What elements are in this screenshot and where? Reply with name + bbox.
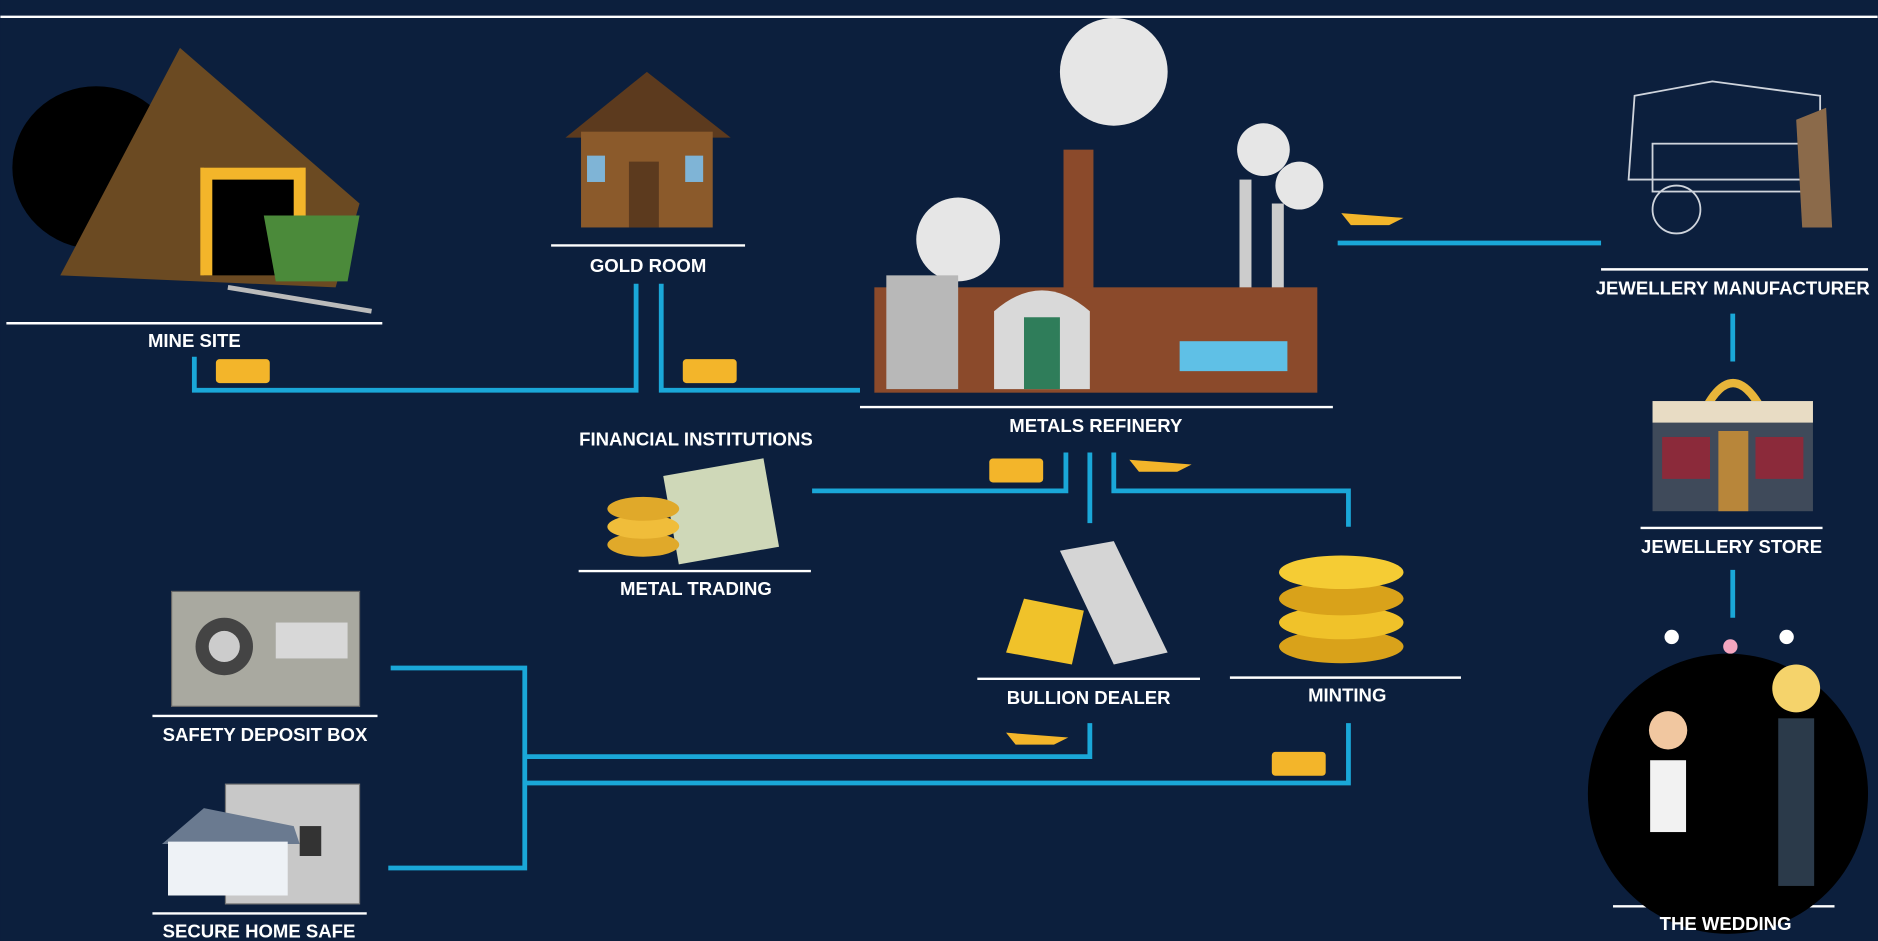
page: {"nodes": [ {"label": "MINE SITE"}, {"la… — [0, 0, 1878, 941]
node-label: GOLD ROOM — [590, 255, 706, 276]
diagram: MINE SITE GOLD ROOM METALS REFINERY FINA… — [0, 0, 1878, 941]
node-label: METAL TRADING — [620, 578, 772, 599]
node-label: SAFETY DEPOSIT BOX — [163, 724, 368, 745]
node-label: THE WEDDING — [1660, 913, 1792, 934]
node-label: METALS REFINERY — [1009, 415, 1183, 436]
minting-icon — [1279, 556, 1404, 664]
deposit-box-icon — [172, 591, 360, 706]
node-label: JEWELLERY MANUFACTURER — [1596, 278, 1871, 299]
jewellery-store-icon — [1653, 383, 1813, 511]
node-label: MINE SITE — [148, 330, 241, 351]
node-label: JEWELLERY STORE — [1641, 536, 1822, 557]
node-label: SECURE HOME SAFE — [163, 920, 356, 941]
node-label: FINANCIAL INSTITUTIONS — [579, 428, 813, 449]
node-label: BULLION DEALER — [1007, 687, 1171, 708]
node-label: MINTING — [1308, 685, 1386, 706]
